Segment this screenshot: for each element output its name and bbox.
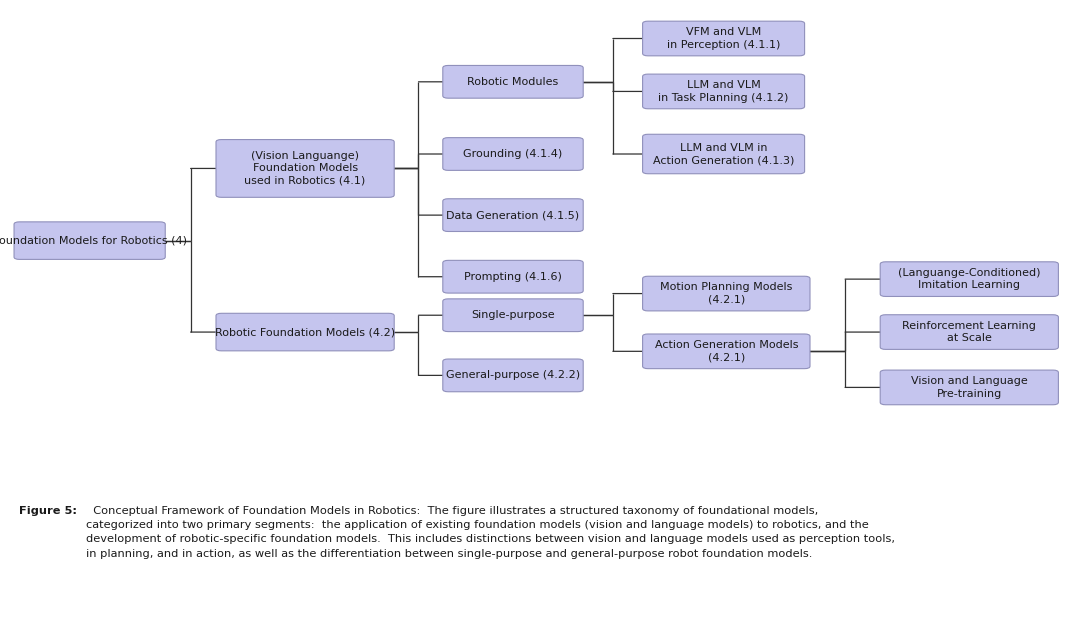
FancyBboxPatch shape — [443, 299, 583, 331]
FancyBboxPatch shape — [643, 74, 805, 109]
Text: Single-purpose: Single-purpose — [471, 310, 555, 320]
FancyBboxPatch shape — [14, 222, 165, 259]
Text: Robotic Foundation Models (4.2): Robotic Foundation Models (4.2) — [215, 327, 395, 337]
FancyBboxPatch shape — [443, 138, 583, 170]
Text: General-purpose (4.2.2): General-purpose (4.2.2) — [446, 370, 580, 381]
Text: LLM and VLM in
Action Generation (4.1.3): LLM and VLM in Action Generation (4.1.3) — [653, 143, 794, 165]
FancyBboxPatch shape — [643, 21, 805, 56]
Text: Motion Planning Models
(4.2.1): Motion Planning Models (4.2.1) — [660, 283, 793, 305]
Text: Vision and Language
Pre-training: Vision and Language Pre-training — [910, 376, 1028, 399]
Text: (Vision Languange)
Foundation Models
used in Robotics (4.1): (Vision Languange) Foundation Models use… — [244, 151, 366, 186]
FancyBboxPatch shape — [643, 276, 810, 311]
Text: Figure 5:: Figure 5: — [19, 506, 78, 516]
Text: LLM and VLM
in Task Planning (4.1.2): LLM and VLM in Task Planning (4.1.2) — [659, 80, 788, 102]
FancyBboxPatch shape — [643, 334, 810, 368]
FancyBboxPatch shape — [443, 199, 583, 231]
Text: Foundation Models for Robotics (4): Foundation Models for Robotics (4) — [0, 236, 187, 246]
FancyBboxPatch shape — [443, 260, 583, 293]
Text: (Languange-Conditioned)
Imitation Learning: (Languange-Conditioned) Imitation Learni… — [899, 268, 1040, 291]
Text: Prompting (4.1.6): Prompting (4.1.6) — [464, 271, 562, 282]
FancyBboxPatch shape — [443, 65, 583, 98]
Text: Data Generation (4.1.5): Data Generation (4.1.5) — [446, 210, 580, 220]
FancyBboxPatch shape — [880, 315, 1058, 349]
Text: Action Generation Models
(4.2.1): Action Generation Models (4.2.1) — [654, 340, 798, 363]
Text: VFM and VLM
in Perception (4.1.1): VFM and VLM in Perception (4.1.1) — [667, 27, 780, 50]
FancyBboxPatch shape — [443, 359, 583, 392]
FancyBboxPatch shape — [216, 313, 394, 351]
FancyBboxPatch shape — [880, 262, 1058, 296]
Text: Grounding (4.1.4): Grounding (4.1.4) — [463, 149, 563, 159]
Text: Conceptual Framework of Foundation Models in Robotics:  The figure illustrates a: Conceptual Framework of Foundation Model… — [86, 506, 895, 559]
FancyBboxPatch shape — [216, 139, 394, 197]
FancyBboxPatch shape — [643, 135, 805, 174]
Text: Robotic Modules: Robotic Modules — [468, 77, 558, 87]
FancyBboxPatch shape — [880, 370, 1058, 405]
Text: Reinforcement Learning
at Scale: Reinforcement Learning at Scale — [903, 321, 1036, 343]
